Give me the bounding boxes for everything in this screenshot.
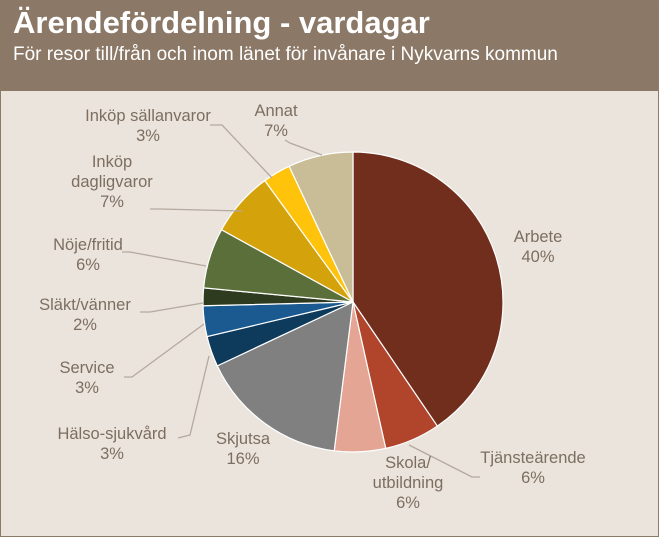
slice-label-0: Arbete 40% [514, 228, 563, 266]
leader-line-1 [408, 444, 480, 478]
slice-percent-5: 3% [75, 379, 99, 397]
leader-line-6 [140, 302, 204, 313]
slice-label-7: Nöje/fritid 6% [53, 236, 123, 274]
pie-slice-0 [352, 151, 504, 427]
leader-line-4 [177, 355, 210, 439]
slice-percent-8: 7% [100, 193, 124, 211]
slice-name-9: Inköp sällanvaror [85, 107, 211, 125]
slice-name-6: Släkt/vänner [39, 296, 131, 314]
slice-label-10: Annat 7% [254, 102, 298, 140]
slice-name-3: Skjutsa [216, 430, 271, 448]
slice-labels: Arbete 40%Tjänsteärende 6%Skola/utbildning… [39, 102, 586, 512]
leader-line-8 [150, 208, 243, 212]
slice-percent-2: 6% [396, 494, 420, 512]
chart-title: Ärendefördelning - vardagar [13, 5, 430, 40]
pie-slices [202, 151, 504, 453]
slice-label-4: Hälso-sjukvård 3% [57, 425, 166, 463]
slice-label-6: Släkt/vänner 2% [39, 296, 131, 334]
slice-label-8: Inköp dagligvaror 7% [71, 153, 153, 211]
slice-name-1: Tjänsteärende [480, 449, 586, 467]
slice-label-5: Service 3% [59, 359, 114, 397]
leader-line-9 [210, 124, 273, 179]
leader-lines [122, 124, 480, 478]
slice-name-5: Service [59, 359, 114, 377]
slice-percent-3: 16% [226, 450, 259, 468]
chart-subtitle: För resor till/från och inom länet för i… [13, 44, 558, 65]
slice-name-2: Skola/ [385, 454, 431, 472]
slice-percent-4: 3% [100, 445, 124, 463]
pie-slice-10 [288, 151, 354, 303]
slice-percent-9: 3% [136, 127, 160, 145]
leader-line-10 [284, 139, 323, 156]
slice-label-3: Skjutsa 16% [216, 430, 271, 468]
slice-name-7: Nöje/fritid [53, 236, 123, 254]
slice-name-8: dagligvaror [71, 173, 153, 191]
slice-name-4: Hälso-sjukvård [57, 425, 166, 443]
slice-percent-6: 2% [73, 316, 97, 334]
slice-label-9: Inköp sällanvaror 3% [85, 107, 211, 145]
slice-percent-0: 40% [521, 248, 554, 266]
pie-slice-3 [216, 300, 354, 452]
slice-percent-10: 7% [264, 122, 288, 140]
slice-percent-1: 6% [521, 469, 545, 487]
slice-label-1: Tjänsteärende 6% [480, 449, 586, 487]
slice-label-2: Skola/utbildning 6% [373, 454, 444, 512]
slice-percent-7: 6% [76, 256, 100, 274]
slice-name-8: Inköp [92, 153, 132, 171]
leader-line-5 [124, 323, 205, 378]
slice-name-0: Arbete [514, 228, 563, 246]
slice-name-2: utbildning [373, 474, 444, 492]
slice-name-10: Annat [254, 102, 298, 120]
chart-header: Ärendefördelning - vardagar För resor ti… [1, 1, 658, 91]
leader-line-7 [122, 251, 207, 267]
